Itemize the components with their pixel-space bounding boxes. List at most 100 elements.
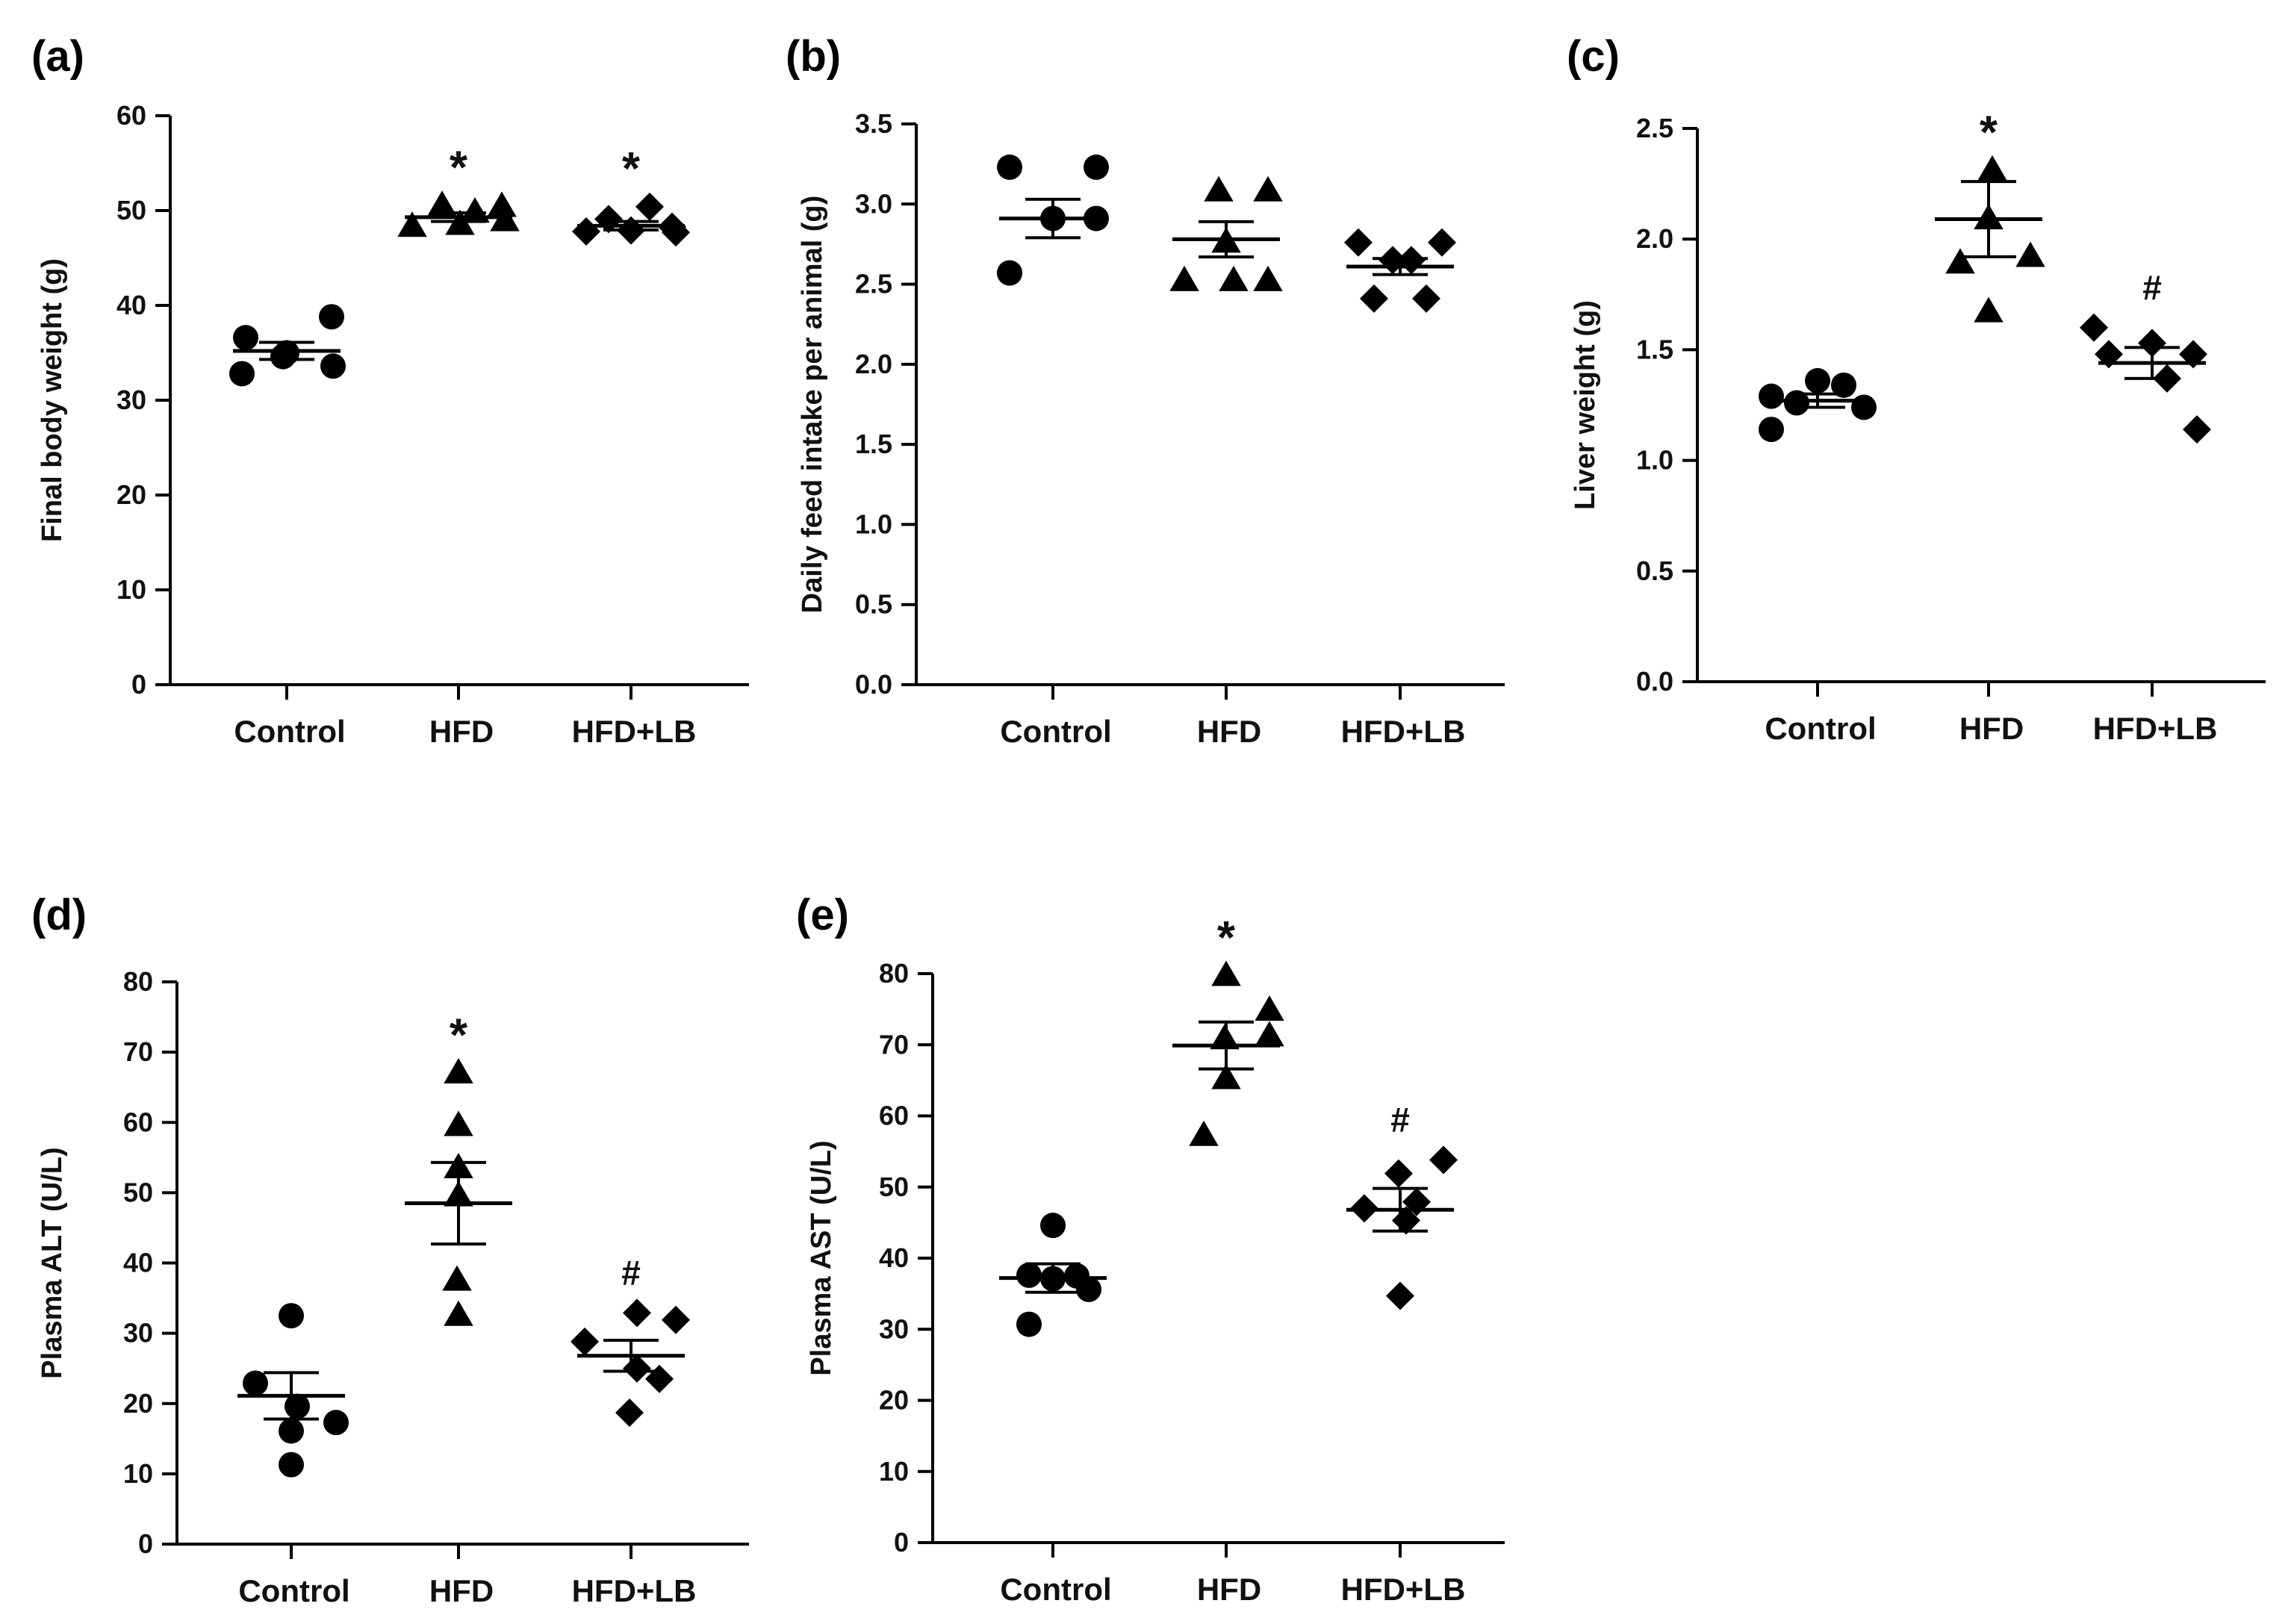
series-hfd — [1169, 175, 1283, 291]
x-tick-label: HFD+LB — [572, 714, 697, 749]
data-point — [1344, 228, 1373, 257]
panel-c: (c) 0.0 0.5 1.0 1.5 2.0 2.5 Control HFD HFD+LB Li… — [1567, 32, 2266, 746]
series-hfd-lb: # — [2080, 268, 2211, 444]
series-hfd: * — [397, 143, 520, 237]
y-axis-title: Plasma AST (U/L) — [806, 1140, 837, 1375]
y-tick-label: 30 — [879, 1313, 909, 1344]
chart-c: 0.0 0.5 1.0 1.5 2.0 2.5 Control HFD HFD+LB Liver … — [1570, 107, 2266, 746]
data-point — [444, 1300, 473, 1326]
panel-b-label: (b) — [786, 32, 841, 81]
y-tick-label: 1.0 — [1636, 445, 1673, 476]
y-tick-label: 1.5 — [1636, 334, 1673, 364]
panel-e: (e) 0 10 20 30 40 50 60 70 80 Control HFD HFD+LB Pla… — [796, 891, 1505, 1607]
y-tick-label: 0 — [138, 1528, 153, 1559]
data-point — [2138, 329, 2166, 358]
y-tick-label: 1.5 — [855, 429, 892, 459]
data-point — [1851, 394, 1877, 420]
data-point — [1219, 265, 1249, 291]
x-tick-label: HFD — [1959, 711, 2024, 746]
y-tick-label: 70 — [123, 1036, 153, 1067]
data-point — [2080, 313, 2108, 342]
significance-asterisk: * — [1217, 912, 1236, 964]
x-tick-label: HFD+LB — [572, 1573, 697, 1608]
x-tick-label: HFD+LB — [1341, 1572, 1466, 1607]
data-point — [442, 1265, 472, 1291]
data-point — [1169, 265, 1199, 291]
y-tick-label: 60 — [879, 1101, 909, 1131]
data-point — [1384, 1159, 1413, 1188]
x-tick-label: HFD — [1197, 1572, 1261, 1607]
y-tick-label: 1.0 — [855, 508, 892, 539]
data-point — [615, 1398, 644, 1427]
y-tick-label: 2.0 — [1636, 223, 1673, 254]
y-axis-title: Plasma ALT (U/L) — [37, 1147, 68, 1378]
series-hfd-lb — [1344, 228, 1456, 313]
x-tick-label: HFD — [429, 714, 494, 749]
significance-asterisk: * — [450, 1009, 468, 1061]
significance-asterisk: * — [1980, 107, 1998, 158]
data-point — [279, 1418, 304, 1444]
data-point — [1076, 1276, 1101, 1302]
y-axis-title: Final body weight (g) — [37, 258, 68, 542]
data-point — [1759, 383, 1784, 409]
panel-a: (a) 0 10 20 30 40 50 60 Control HFD HFD+LB Final b… — [31, 32, 749, 749]
y-tick-label: 0.0 — [1636, 666, 1673, 697]
data-point — [319, 304, 344, 330]
y-axis-title: Daily feed intake per animal (g) — [797, 196, 828, 614]
y-tick-label: 20 — [879, 1385, 909, 1416]
series-hfd: * — [1935, 107, 2045, 323]
panel-b: (b) 0.0 0.5 1.0 1.5 2.0 2.5 3.0 3.5 Control HFD HF… — [786, 32, 1505, 749]
data-point — [1784, 390, 1809, 416]
y-tick-label: 3.0 — [855, 188, 892, 219]
panel-d: (d) 0 10 20 30 40 50 60 70 80 Control HFD HFD+LB Pla… — [31, 891, 749, 1608]
data-point — [279, 1452, 304, 1478]
y-axis-title: Liver weight (g) — [1570, 300, 1601, 510]
y-tick-label: 10 — [123, 1458, 153, 1489]
data-point — [1386, 1281, 1414, 1310]
data-point — [279, 1303, 304, 1329]
panel-a-label: (a) — [31, 32, 84, 81]
significance-hash: # — [621, 1253, 641, 1292]
y-tick-label: 40 — [123, 1248, 153, 1278]
data-point — [397, 211, 427, 237]
series-hfd-lb: * — [572, 143, 690, 247]
data-point — [1040, 1213, 1066, 1239]
panel-e-label: (e) — [796, 891, 849, 939]
y-tick-label: 50 — [879, 1172, 909, 1202]
significance-hash: # — [1390, 1101, 1410, 1139]
data-point — [1189, 1120, 1219, 1146]
data-point — [623, 1298, 651, 1328]
data-point — [1253, 175, 1283, 202]
data-point — [444, 1057, 473, 1083]
data-point — [2183, 415, 2211, 444]
data-point — [243, 1370, 268, 1396]
y-tick-label: 3.5 — [855, 108, 892, 139]
panel-c-label: (c) — [1567, 32, 1620, 81]
data-point — [635, 192, 664, 221]
series-hfd: * — [1172, 912, 1284, 1146]
y-tick-label: 40 — [116, 290, 146, 320]
data-point — [1945, 248, 1975, 274]
data-point — [1204, 175, 1234, 202]
data-point — [662, 1305, 690, 1334]
y-tick-label: 60 — [123, 1107, 153, 1137]
data-point — [1255, 1021, 1284, 1047]
x-tick-label: Control — [1000, 1572, 1111, 1607]
data-point — [1255, 995, 1284, 1021]
data-point — [1429, 1145, 1458, 1175]
data-point — [2015, 241, 2045, 267]
data-point — [1016, 1262, 1042, 1288]
y-tick-label: 0.5 — [1636, 556, 1673, 586]
data-point — [1974, 296, 2004, 323]
x-tick-label: HFD+LB — [2093, 711, 2218, 746]
data-point — [1759, 417, 1784, 443]
significance-asterisk: * — [622, 143, 641, 195]
data-point — [229, 361, 255, 387]
data-point — [1360, 284, 1388, 313]
y-tick-label: 80 — [123, 966, 153, 997]
data-point — [487, 191, 517, 217]
y-tick-label: 10 — [116, 574, 146, 605]
series-control — [999, 1213, 1107, 1337]
